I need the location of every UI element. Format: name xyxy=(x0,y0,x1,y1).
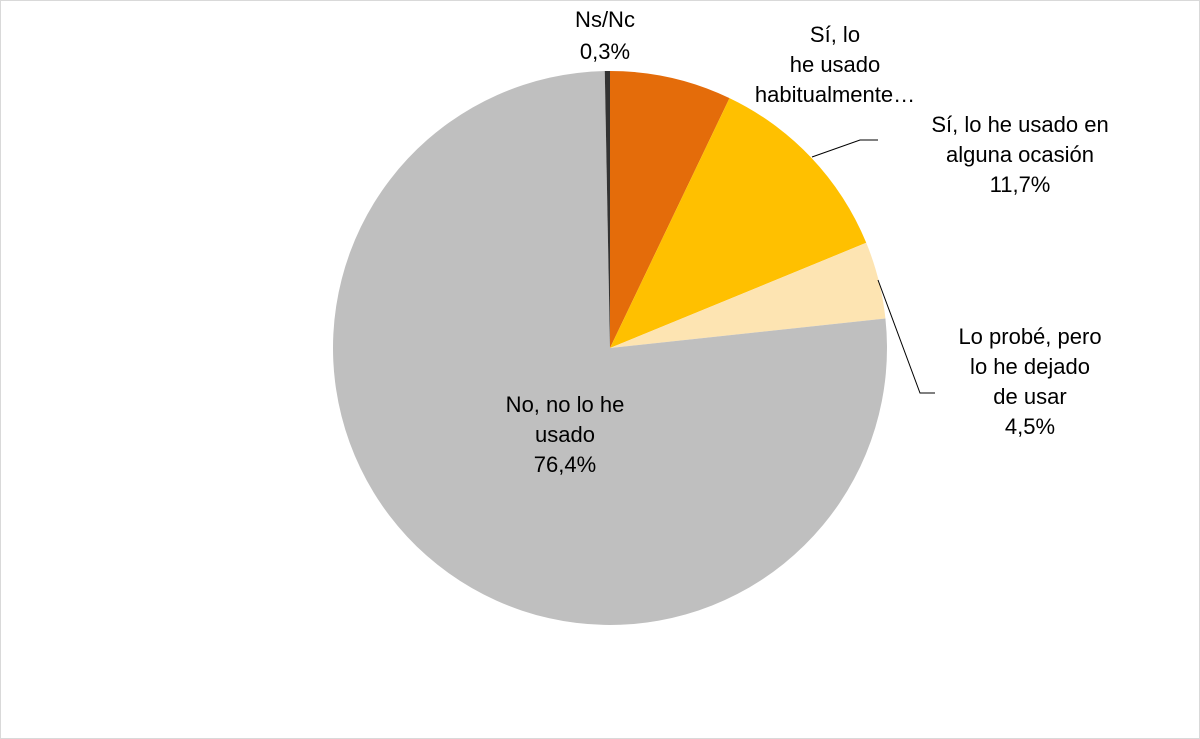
data-label: 11,7% xyxy=(989,172,1051,197)
pie-slice xyxy=(604,71,610,348)
leader-line xyxy=(811,139,878,158)
data-label: Sí, lo he usado en alguna ocasión xyxy=(931,112,1109,167)
leader-line xyxy=(877,279,935,394)
data-label: Sí, lo he usado habitualmente… xyxy=(754,22,916,107)
data-label: Lo probé, pero lo he dejado de usar xyxy=(958,324,1102,409)
data-label: 4,5% xyxy=(1004,414,1056,439)
pie-slice xyxy=(610,242,886,348)
data-label: No, no lo he usado xyxy=(505,392,625,447)
pie-slice xyxy=(610,98,867,349)
data-label: 0,3% xyxy=(579,39,631,64)
pie-slice xyxy=(610,71,730,348)
data-label: 76,4% xyxy=(533,452,597,477)
data-label: Ns/Nc xyxy=(575,7,635,32)
pie-slice xyxy=(332,71,887,626)
